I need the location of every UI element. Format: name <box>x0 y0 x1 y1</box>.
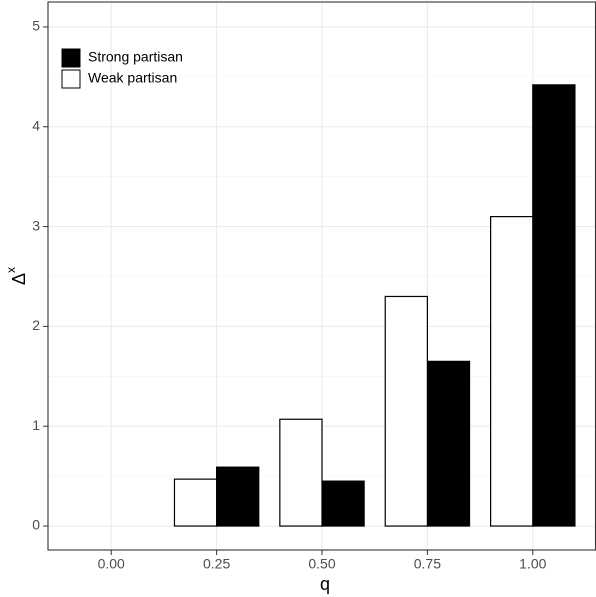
x-axis-title: q <box>320 574 330 594</box>
y-axis-title-base: Δ <box>9 273 29 285</box>
y-tick-label: 2 <box>32 317 40 333</box>
bar <box>490 216 534 527</box>
x-tick-label: 1.00 <box>519 556 546 572</box>
bar <box>216 466 260 527</box>
legend-label: Weak partisan <box>88 70 177 86</box>
y-tick-label: 4 <box>32 117 40 133</box>
bar <box>173 478 218 527</box>
x-tick-label: 0.50 <box>308 556 335 572</box>
bar <box>532 84 576 527</box>
y-tick-label: 5 <box>32 18 40 34</box>
y-tick-label: 0 <box>32 517 40 533</box>
bar <box>279 418 323 527</box>
x-tick-label: 0.00 <box>98 556 125 572</box>
legend-key <box>61 69 81 89</box>
bar <box>321 480 365 527</box>
legend-key <box>61 48 81 68</box>
bar <box>426 360 471 527</box>
bar <box>384 295 428 527</box>
x-tick-label: 0.75 <box>414 556 441 572</box>
y-axis-title: Δx <box>4 267 29 285</box>
x-tick-label: 0.25 <box>203 556 230 572</box>
y-tick-label: 1 <box>32 417 40 433</box>
y-axis-title-sup: x <box>4 267 18 273</box>
y-tick-label: 3 <box>32 217 40 233</box>
legend-label: Strong partisan <box>88 49 183 65</box>
